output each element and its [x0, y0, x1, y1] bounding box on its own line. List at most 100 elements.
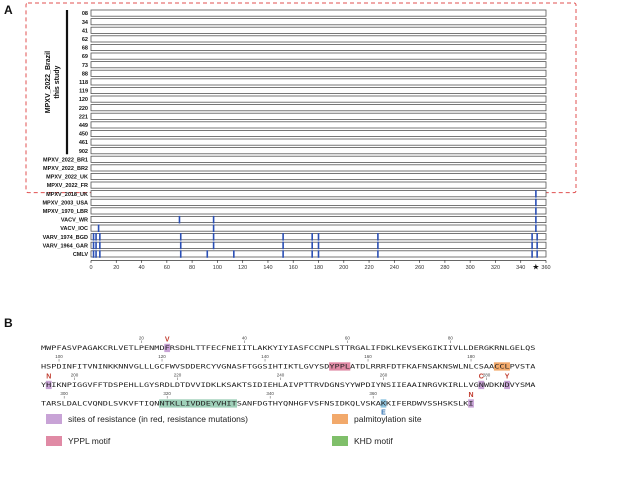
axis-tick-label: 20: [113, 265, 119, 271]
position-number: 340: [266, 391, 274, 396]
axis-tick-label: 280: [440, 265, 449, 271]
panel-a-label: A: [4, 3, 13, 17]
sequence-panel: MWPFASVPAGAKCRLVETLPENMDFRSDHLTTFECFNEII…: [41, 336, 536, 417]
axis-tick-label: 320: [491, 265, 500, 271]
star-marker: ★: [532, 262, 539, 271]
axis-tick-label: 60: [164, 265, 170, 271]
row-label: 34: [82, 20, 89, 26]
alignment-row: [90, 172, 547, 180]
khd-highlight: [159, 399, 237, 408]
position-number: 60: [345, 336, 351, 341]
mutation-label: Y: [505, 374, 510, 381]
row-label: VACV_WR: [61, 218, 88, 224]
mutation-label: C: [479, 374, 484, 381]
axis-tick-label: 180: [314, 265, 323, 271]
position-number: 260: [380, 373, 388, 378]
alignment-row: [90, 147, 547, 155]
position-axis: 0 20 40 60 80 100 120 140 160 180 200 220 240 260 280 3…: [89, 259, 551, 271]
legend-label: palmitoylation site: [354, 414, 422, 424]
mutation-label: V: [165, 337, 170, 344]
resistance-highlight: [478, 380, 485, 390]
ypple-highlight: [329, 362, 351, 371]
alignment-row: [90, 9, 547, 17]
alignment-row: [90, 44, 547, 52]
resistance-highlight: [45, 380, 52, 390]
row-label: 118: [79, 80, 88, 86]
resistance-highlight: [164, 343, 171, 353]
row-label: 221: [79, 114, 88, 120]
row-label: 08: [82, 11, 88, 17]
row-label: VARV_1974_BGD: [43, 235, 88, 241]
alignment-row: [90, 190, 547, 198]
alignment-row: [90, 52, 547, 60]
row-label: 69: [82, 54, 88, 60]
alignment-row: [90, 69, 547, 77]
alignment-panel: 08 34 41 62 68 69 73 88 118 119 120 220 221 449 450 461…: [25, 2, 577, 258]
row-label: MPXV_2018_UK: [46, 192, 88, 198]
row-label: MPXV_2003_USA: [42, 200, 88, 206]
position-number: 300: [60, 391, 68, 396]
axis-tick-label: 140: [263, 265, 272, 271]
position-number: 160: [364, 354, 372, 359]
axis-tick-label: 220: [364, 265, 373, 271]
row-label: 461: [79, 140, 88, 146]
row-label: 68: [82, 46, 88, 52]
legend-label: YPPL motif: [68, 436, 111, 446]
mutation-label: N: [46, 374, 51, 381]
row-label: MPXV_2022_FR: [47, 183, 88, 189]
sequence-line: MWPFASVPAGAKCRLVETLPENMDFRSDHLTTFECFNEII…: [41, 345, 536, 352]
position-number: 140: [261, 354, 269, 359]
legend-label: KHD motif: [354, 436, 393, 446]
alignment-row: [90, 129, 547, 137]
alignment-row: [90, 181, 547, 189]
row-label: CMLV: [73, 252, 89, 258]
position-number: 360: [369, 391, 377, 396]
alignment-row: [90, 78, 547, 86]
alignment-row: [90, 198, 547, 206]
position-number: 100: [55, 354, 63, 359]
axis-tick-label: 240: [390, 265, 399, 271]
position-number: 40: [242, 336, 248, 341]
palm-highlight: [493, 362, 510, 371]
legend-swatch: [332, 414, 348, 424]
position-number: 280: [483, 373, 491, 378]
position-number: 120: [158, 354, 166, 359]
row-label: VACV_IOC: [60, 226, 88, 232]
alignment-row: [90, 18, 547, 26]
legend-label: sites of resistance (in red, resistance …: [68, 414, 248, 424]
alignment-row: [90, 138, 547, 146]
sequence-line: TARSLDALCVQNDLSVKVFTIQNNTKLLIVDDEYVHITSA…: [41, 401, 474, 408]
axis-tick-label: 300: [466, 265, 475, 271]
row-label: MPXV_2022_UK: [46, 175, 88, 181]
position-number: 20: [139, 336, 145, 341]
resistance-highlight: [468, 399, 474, 408]
row-label: MPXV_2022_BR2: [43, 166, 88, 172]
alignment-row: [90, 207, 547, 215]
axis-tick-label: 260: [415, 265, 424, 271]
row-label: MPXV_2022_BR1: [43, 157, 88, 163]
axis-tick-label: 360: [541, 265, 550, 271]
axis-tick-label: 160: [289, 265, 298, 271]
alignment-row: [90, 112, 547, 120]
axis-tick-label: 200: [339, 265, 348, 271]
alignment-row: [90, 61, 547, 69]
alignment-row: [90, 35, 547, 43]
row-label: 119: [79, 89, 88, 95]
axis-tick-label: 100: [213, 265, 222, 271]
sequence-line: YHIKNPIGGVFFTDSPEHLLGYSRDLDTDVVIDKLKSAKT…: [41, 382, 536, 389]
position-number: 180: [467, 354, 475, 359]
alignment-row: [90, 121, 547, 129]
position-number: 80: [448, 336, 454, 341]
axis-tick-label: 340: [516, 265, 525, 271]
alignment-row: [90, 87, 547, 95]
row-label: VARV_1964_GAR: [43, 243, 88, 249]
row-label: 902: [79, 149, 88, 155]
axis-tick-label: 80: [189, 265, 195, 271]
resistance-highlight: [504, 380, 510, 390]
position-number: 240: [277, 373, 285, 378]
legend: sites of resistance (in red, resistance …: [46, 414, 422, 446]
position-number: 200: [71, 373, 79, 378]
row-label: MPXV_1970_LBR: [43, 209, 88, 215]
alignment-row: [90, 155, 547, 163]
row-label: 450: [79, 132, 88, 138]
